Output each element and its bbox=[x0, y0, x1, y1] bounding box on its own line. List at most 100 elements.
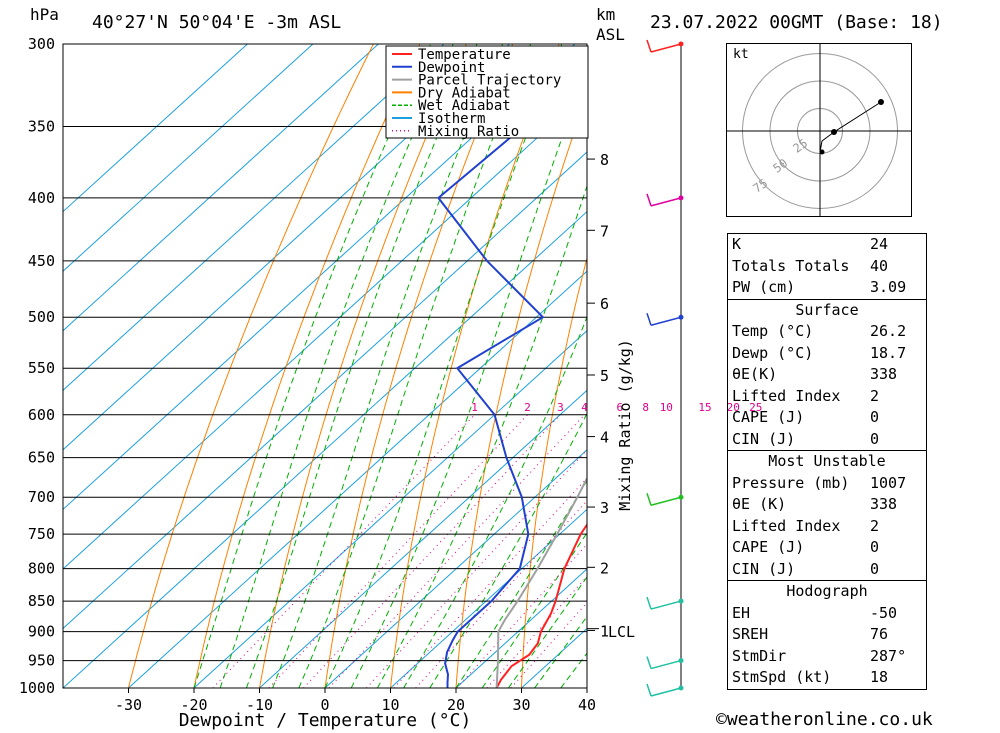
wind-barb-flag bbox=[646, 193, 652, 207]
x-tick-label: 10 bbox=[381, 696, 399, 714]
mu-pressure-value: 1007 bbox=[870, 473, 907, 492]
isotherm-line bbox=[63, 151, 587, 630]
x-tick-label: 20 bbox=[447, 696, 465, 714]
mixing-ratio-line bbox=[366, 449, 587, 688]
indices-tables: K 24 Totals Totals 40 PW (cm) 3.09 Surface … bbox=[727, 233, 927, 690]
pressure-tick-label: 350 bbox=[28, 117, 55, 135]
mu-theta-value: 338 bbox=[870, 495, 898, 513]
sreh-row: SREH 76 bbox=[728, 624, 926, 646]
mu-cin-label: CIN (J) bbox=[732, 559, 796, 578]
isotherm-line bbox=[259, 389, 587, 688]
hodograph-point bbox=[819, 149, 825, 155]
wind-barb-flag bbox=[646, 596, 652, 610]
wet-adiabat-line bbox=[245, 44, 478, 688]
eh-row: EH -50 bbox=[728, 603, 926, 625]
copyright-footer[interactable]: ©weatheronline.co.uk bbox=[716, 709, 933, 730]
pressure-tick-label: 550 bbox=[28, 359, 55, 377]
stmspd-label: StmSpd (kt) bbox=[732, 668, 832, 686]
k-row: K 24 bbox=[728, 234, 926, 256]
legend-label: Isotherm bbox=[418, 111, 485, 127]
stmdir-value: 287° bbox=[870, 646, 907, 665]
x-tick-label: 40 bbox=[578, 696, 596, 714]
datetime-title: 23.07.2022 00GMT (Base: 18) bbox=[650, 12, 943, 33]
axis-ticks: 1 2 3 4 6 8 10 15 20 25 -30 -20 -10 0 10 20 30 40 8 7 6 5 4 3 2 1 bbox=[115, 151, 762, 714]
surface-temp-label: Temp (°C) bbox=[732, 322, 814, 340]
isotherm-line bbox=[63, 210, 587, 688]
eh-label: EH bbox=[732, 603, 751, 622]
wind-barb-flag bbox=[646, 492, 652, 506]
mixing-ratio-axis-label: Mixing Ratio (g/kg) bbox=[616, 339, 634, 511]
hodograph: 25 50 75 kt bbox=[726, 43, 912, 217]
surface-theta-row: θE(K) 338 bbox=[728, 364, 926, 386]
mu-theta-row: θE (K) 338 bbox=[728, 494, 926, 516]
mixing-ratio-label: 8 bbox=[642, 401, 649, 414]
dry-adiabat-line bbox=[455, 93, 587, 688]
k-label: K bbox=[732, 235, 742, 253]
mixing-ratio-line bbox=[328, 414, 585, 688]
wet-adiabat-line bbox=[507, 576, 587, 688]
isotherm-line bbox=[128, 270, 587, 688]
hodograph-box: Hodograph EH -50 SREH 76 StmDir 287° StmSpd… bbox=[727, 581, 927, 690]
legend-label: Parcel Trajectory bbox=[418, 73, 561, 89]
legend-label: Temperature bbox=[418, 47, 511, 63]
isotherm-line bbox=[63, 44, 379, 332]
x-tick-label: -30 bbox=[115, 696, 142, 714]
stmspd-value: 18 bbox=[870, 668, 889, 686]
mu-li-label: Lifted Index bbox=[732, 516, 841, 535]
hodograph-ring-label: 50 bbox=[770, 156, 790, 176]
wet-adiabat-line bbox=[324, 44, 563, 688]
wind-barb-staff bbox=[650, 659, 682, 670]
hodograph-unit: kt bbox=[733, 47, 749, 62]
mixing-ratio-label: 4 bbox=[581, 401, 588, 414]
hodograph-ring-label: 75 bbox=[750, 176, 770, 196]
pressure-tick-label: 400 bbox=[28, 189, 55, 207]
hodograph-trace bbox=[819, 101, 882, 153]
isotherm-line bbox=[63, 44, 314, 272]
eh-value: -50 bbox=[870, 603, 898, 622]
surface-cin-row: CIN (J) 0 bbox=[728, 429, 926, 451]
k-value: 24 bbox=[870, 235, 889, 253]
mu-cape-label: CAPE (J) bbox=[732, 538, 805, 556]
temperature-line bbox=[495, 522, 587, 688]
isotherm-line bbox=[63, 44, 445, 391]
km-tick-label: 5 bbox=[600, 367, 609, 385]
legend-label: Wet Adiabat bbox=[418, 98, 511, 114]
surface-cape-label: CAPE (J) bbox=[732, 408, 805, 426]
wind-barb-staff bbox=[650, 496, 682, 506]
surface-li-row: Lifted Index 2 bbox=[728, 386, 926, 408]
km-tick-label: 7 bbox=[600, 222, 609, 240]
km-tick-label: 8 bbox=[600, 151, 609, 169]
legend-label: Dry Adiabat bbox=[418, 85, 511, 101]
km-tick-label: 3 bbox=[600, 499, 609, 517]
legend-label: Mixing Ratio bbox=[418, 124, 519, 140]
pressure-tick-label: 600 bbox=[28, 406, 55, 424]
dewpoint-line bbox=[437, 86, 587, 688]
parcel-trajectory-line bbox=[495, 476, 587, 688]
most-unstable-title: Most Unstable bbox=[768, 452, 886, 470]
wind-barb-staff bbox=[650, 197, 682, 207]
sreh-label: SREH bbox=[732, 625, 769, 643]
isotherm-line bbox=[63, 44, 576, 511]
mixing-ratio-label: 3 bbox=[557, 401, 564, 414]
mu-cin-value: 0 bbox=[870, 559, 880, 578]
hodograph-point bbox=[831, 129, 837, 135]
legend-box bbox=[385, 45, 589, 139]
mixing-ratio-label: 25 bbox=[749, 401, 762, 414]
wind-barb-staff bbox=[650, 687, 682, 697]
wind-barb-staff bbox=[650, 43, 682, 53]
tt-value: 40 bbox=[870, 256, 889, 275]
wet-adiabat-line bbox=[403, 315, 587, 688]
mixing-ratio-line bbox=[303, 414, 561, 688]
pressure-tick-label: 750 bbox=[28, 525, 55, 543]
mixing-ratio-label: 6 bbox=[616, 401, 623, 414]
dry-adiabat-line bbox=[128, 44, 374, 688]
mixing-ratio-label: 10 bbox=[660, 401, 673, 414]
wet-adiabat-line bbox=[298, 44, 532, 688]
surface-li-label: Lifted Index bbox=[732, 386, 841, 405]
km-tick-label: 1 bbox=[600, 622, 609, 640]
mu-li-row: Lifted Index 2 bbox=[728, 516, 926, 538]
surface-theta-label: θE(K) bbox=[732, 365, 778, 383]
pressure-tick-label: 1000 bbox=[19, 679, 55, 697]
wind-barb-flag bbox=[646, 656, 652, 669]
isotherm-line bbox=[455, 568, 587, 688]
